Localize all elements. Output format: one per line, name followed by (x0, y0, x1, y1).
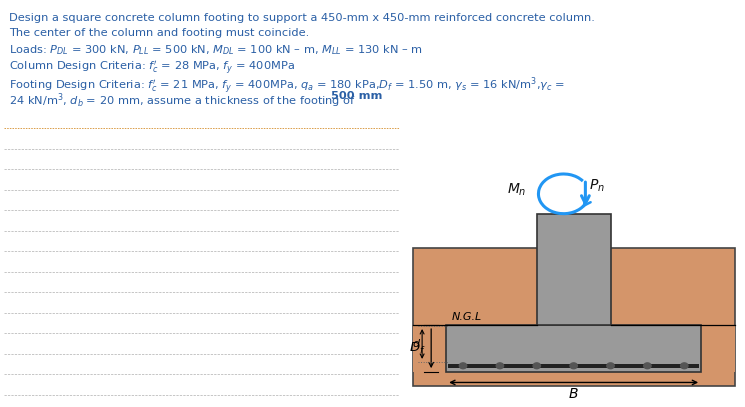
Text: $M_n$: $M_n$ (507, 182, 527, 198)
Text: Design a square concrete column footing to support a 450-mm x 450-mm reinforced : Design a square concrete column footing … (9, 13, 595, 23)
Circle shape (607, 363, 614, 369)
Text: Loads: $P_{DL}$ = 300 kN, $P_{LL}$ = 500 kN, $M_{DL}$ = 100 kN – m, $M_{LL}$ = 1: Loads: $P_{DL}$ = 300 kN, $P_{LL}$ = 500… (9, 44, 422, 57)
Text: d: d (413, 339, 419, 349)
Bar (448, 364, 700, 368)
Circle shape (533, 363, 540, 369)
Text: Column Design Criteria: $f_c^{\prime}$ = 28 MPa, $f_y$ = 400MPa: Column Design Criteria: $f_c^{\prime}$ =… (9, 59, 295, 77)
Text: 500 mm: 500 mm (331, 91, 382, 101)
Circle shape (681, 363, 688, 369)
Circle shape (570, 363, 577, 369)
Circle shape (644, 363, 651, 369)
Text: $P_n$: $P_n$ (589, 177, 605, 194)
Circle shape (460, 363, 466, 369)
Bar (446, 325, 701, 372)
Text: Footing Design Criteria: $f_c^{\prime}$ = 21 MPa, $f_y$ = 400MPa, $q_a$ = 180 kP: Footing Design Criteria: $f_c^{\prime}$ … (9, 75, 565, 96)
Text: B: B (569, 387, 578, 401)
Text: The center of the column and footing must coincide.: The center of the column and footing mus… (9, 28, 309, 38)
Text: N.G.L: N.G.L (451, 312, 481, 322)
Bar (536, 214, 611, 325)
Text: $D_f$: $D_f$ (409, 341, 425, 356)
Circle shape (496, 363, 504, 369)
Text: .: . (374, 91, 378, 101)
Bar (413, 325, 446, 372)
Bar (413, 248, 735, 386)
Bar (701, 325, 735, 372)
Text: 24 kN/m$^3$, $d_b$ = 20 mm, assume a thickness of the footing of: 24 kN/m$^3$, $d_b$ = 20 mm, assume a thi… (9, 91, 356, 110)
